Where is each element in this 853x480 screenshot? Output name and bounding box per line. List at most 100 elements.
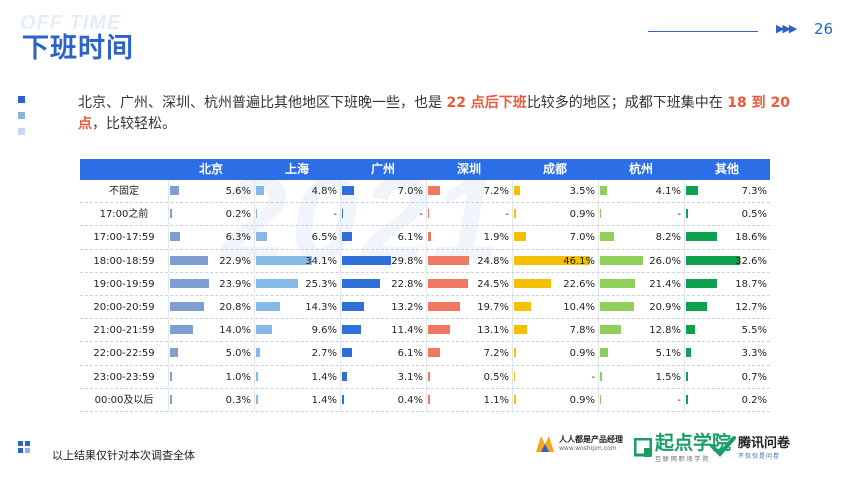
data-table: 北京 上海 广州 深圳 成都 杭州 其他 不固定 5.6% 4.8% 7.0% 7.2% 3.5% 4.… (80, 159, 770, 412)
cell-value: 7.0% (569, 232, 595, 244)
value-bar (600, 301, 635, 311)
column-header: 成都 (542, 162, 567, 176)
cell-value: - (333, 209, 337, 221)
cell-value: 0.9% (569, 348, 595, 360)
cell-value: 0.5% (741, 209, 767, 221)
cell-value: 26.0% (649, 255, 681, 267)
cell-value: 22.6% (563, 278, 595, 290)
value-bar (170, 209, 172, 219)
background-title-word: OFF TIME (20, 12, 122, 34)
cell-value: 4.1% (655, 186, 681, 197)
row-label: 17:00-17:59 (93, 232, 155, 244)
table-cell: 32.6% (684, 249, 770, 272)
column-header: 广州 (370, 162, 395, 176)
value-bar (686, 348, 692, 358)
summary-part-2: 比较多的地区；成都下班集中在 (526, 95, 728, 111)
cell-value: 29.8% (391, 255, 423, 267)
value-bar (170, 348, 179, 358)
value-bar (514, 301, 532, 311)
table-cell: 0.4% (340, 388, 426, 411)
value-bar (342, 232, 353, 242)
value-bar (686, 371, 688, 381)
table-cell: 29.8% (340, 249, 426, 272)
table-cell: 25.3% (254, 272, 340, 295)
cell-value: 32.6% (735, 255, 767, 267)
table-row: 不固定 5.6% 4.8% 7.0% 7.2% 3.5% 4.1% 7.3% (80, 180, 770, 204)
value-bar (342, 278, 380, 288)
cell-value: 0.9% (569, 209, 595, 221)
table-cell: 20.9% (598, 295, 684, 319)
page-number: 26 (814, 20, 834, 38)
value-bar (256, 348, 261, 358)
table-cell: 22.9% (168, 249, 254, 272)
cell-value: - (677, 394, 681, 406)
table-cell: 21.4% (598, 272, 684, 295)
table-row: 18:00-18:59 22.9% 34.1% 29.8% 24.8% 46.1% 26.0… (80, 249, 770, 273)
column-header: 北京 (198, 162, 223, 176)
cell-value: 5.6% (225, 186, 251, 197)
value-bar (170, 278, 210, 288)
table-cell: 19.7% (426, 295, 512, 319)
table-cell: 7.3% (684, 180, 770, 203)
checkmark-icon (710, 436, 736, 457)
cell-value: 6.5% (311, 232, 337, 244)
cell-value: 1.5% (655, 371, 681, 383)
bullet-decoration (18, 96, 28, 144)
table-cell: 24.8% (426, 249, 512, 272)
value-bar (170, 325, 194, 335)
value-bar (600, 255, 643, 265)
cell-value: 24.5% (477, 278, 509, 290)
table-cell: 13.2% (340, 295, 426, 319)
row-label: 23:00-23:59 (93, 371, 155, 383)
value-bar (170, 232, 181, 242)
cell-value: 34.1% (305, 255, 337, 267)
value-bar (600, 348, 609, 358)
table-cell: 20.8% (168, 295, 254, 319)
table-cell: 5.1% (598, 342, 684, 365)
column-header: 其他 (714, 162, 739, 176)
value-bar (342, 394, 344, 404)
cell-value: 10.4% (563, 301, 595, 313)
table-cell: 13.1% (426, 319, 512, 342)
value-bar (600, 232, 614, 242)
page-title: 下班时间 (22, 33, 134, 64)
value-bar (514, 186, 520, 195)
triple-arrow-icon: ▶▶▶ (776, 22, 797, 35)
row-label: 00:00及以后 (94, 394, 154, 406)
value-bar (170, 371, 172, 381)
summary-highlight-1: 22 点后下班 (446, 95, 527, 111)
table-row: 17:00-17:59 6.3% 6.5% 6.1% 1.9% 7.0% 8.2% 18.6% (80, 226, 770, 250)
table-cell: 3.1% (340, 365, 426, 388)
value-bar (686, 278, 717, 288)
table-cell: 0.2% (684, 388, 770, 411)
cell-value: 0.9% (569, 394, 595, 406)
cell-value: 19.7% (477, 301, 509, 313)
cell-value: 6.1% (397, 232, 423, 244)
woshipm-url: www.woshipm.com (559, 445, 617, 452)
value-bar (428, 301, 461, 311)
summary-highlight-2: 18 到 20 点 (78, 95, 790, 132)
value-bar (600, 394, 601, 404)
table-cell: 1.9% (426, 226, 512, 249)
table-cell: 0.7% (684, 365, 770, 388)
value-bar (342, 209, 343, 219)
table-row: 17:00之前 0.2% - - - 0.9% - 0.5% (80, 203, 770, 227)
table-cell: 10.4% (512, 295, 598, 319)
cell-value: 5.5% (741, 325, 767, 337)
value-bar (600, 325, 622, 335)
table-cell: - (598, 388, 684, 411)
column-header: 上海 (284, 162, 309, 176)
row-label: 17:00之前 (99, 209, 149, 221)
cell-value: 46.1% (563, 255, 595, 267)
table-cell: 0.2% (168, 203, 254, 226)
cell-value: 7.8% (569, 325, 595, 337)
cell-value: 13.2% (391, 301, 423, 313)
qidian-logo-icon (634, 437, 652, 457)
value-bar (428, 394, 430, 404)
table-row: 00:00及以后 0.3% 1.4% 0.4% 1.1% 0.9% - 0.2% (80, 388, 770, 412)
row-label: 19:00-19:59 (93, 278, 155, 290)
table-cell: 9.6% (254, 319, 340, 342)
value-bar (686, 209, 688, 219)
value-bar (256, 255, 313, 265)
